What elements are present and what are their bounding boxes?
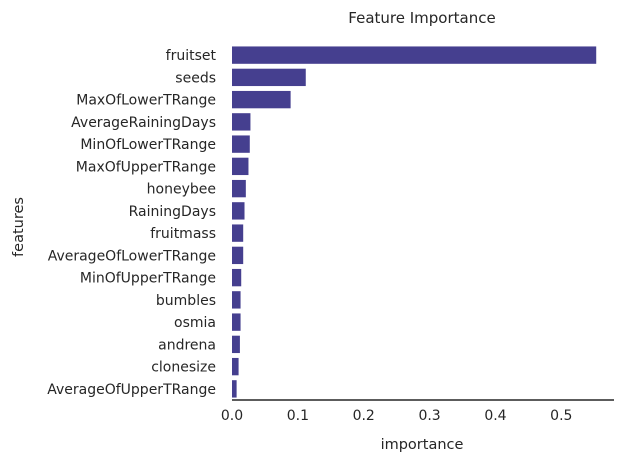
bar-fruitmass xyxy=(232,224,244,242)
bar-RainingDays xyxy=(232,202,245,220)
bar-fruitset xyxy=(232,46,597,64)
bar-AverageRainingDays xyxy=(232,113,251,131)
y-tick-label-fruitmass: fruitmass xyxy=(150,226,216,242)
x-tick-label: 0.0 xyxy=(221,408,243,424)
y-tick-label-seeds: seeds xyxy=(175,70,216,86)
y-tick-label-AverageRainingDays: AverageRainingDays xyxy=(71,115,216,131)
y-tick-label-osmia: osmia xyxy=(174,315,216,331)
bar-MinOfUpperTRange xyxy=(232,268,242,287)
x-tick-label: 0.1 xyxy=(287,408,309,424)
x-axis-label: importance xyxy=(381,437,464,453)
bar-honeybee xyxy=(232,179,246,198)
chart-title: Feature Importance xyxy=(348,9,495,27)
bar-osmia xyxy=(232,313,241,331)
x-tick-label: 0.2 xyxy=(353,408,375,424)
y-tick-label-MaxOfUpperTRange: MaxOfUpperTRange xyxy=(76,159,216,175)
bar-MaxOfUpperTRange xyxy=(232,157,249,176)
bar-MaxOfLowerTRange xyxy=(232,90,291,109)
y-axis-label: features xyxy=(11,197,27,257)
bar-andrena xyxy=(232,335,240,354)
x-tick-label: 0.3 xyxy=(418,408,440,424)
bar-MinOfLowerTRange xyxy=(232,135,250,153)
y-tick-labels: fruitset seeds MaxOfLowerTRange AverageRain… xyxy=(47,48,216,398)
bar-AverageOfUpperTRange xyxy=(232,380,237,398)
y-tick-label-AverageOfUpperTRange: AverageOfUpperTRange xyxy=(47,382,216,398)
bar-AverageOfLowerTRange xyxy=(232,246,244,265)
y-tick-label-fruitset: fruitset xyxy=(166,48,217,64)
y-tick-label-AverageOfLowerTRange: AverageOfLowerTRange xyxy=(48,248,216,264)
y-tick-label-MaxOfLowerTRange: MaxOfLowerTRange xyxy=(76,93,216,109)
bars-layer xyxy=(232,46,597,398)
y-tick-label-bumbles: bumbles xyxy=(156,293,216,309)
y-tick-label-MinOfUpperTRange: MinOfUpperTRange xyxy=(80,271,216,287)
x-tick-label: 0.5 xyxy=(550,408,572,424)
y-tick-label-honeybee: honeybee xyxy=(147,182,216,198)
y-tick-label-RainingDays: RainingDays xyxy=(129,204,216,220)
bar-bumbles xyxy=(232,291,241,309)
bar-seeds xyxy=(232,68,306,87)
bar-clonesize xyxy=(232,357,239,376)
y-tick-label-clonesize: clonesize xyxy=(151,360,216,376)
y-tick-label-andrena: andrena xyxy=(158,337,216,353)
x-tick-labels: 0.0 0.1 0.2 0.3 0.4 0.5 xyxy=(221,408,573,424)
y-tick-label-MinOfLowerTRange: MinOfLowerTRange xyxy=(80,137,216,153)
x-tick-label: 0.4 xyxy=(484,408,506,424)
